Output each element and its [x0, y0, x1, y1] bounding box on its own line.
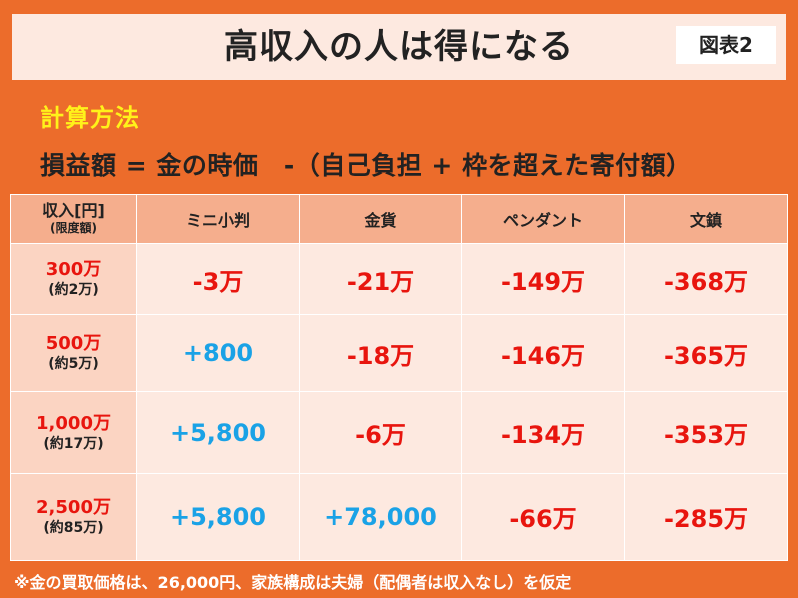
value-cell: -285万 — [624, 472, 788, 562]
column-header-gold-coin: 金貨 — [299, 194, 462, 244]
figure-label: 図表2 — [676, 26, 776, 64]
table-row: 1,000万 (約17万) +5,800 -6万 -134万 -353万 — [10, 391, 788, 474]
value-cell: +78,000 — [299, 472, 462, 562]
value-cell: -21万 — [299, 242, 462, 316]
title-bar: 高収入の人は得になる 図表2 — [12, 14, 786, 80]
limit-value: (約17万) — [43, 435, 104, 452]
limit-value: (約85万) — [43, 519, 104, 536]
column-header-pendant: ペンダント — [461, 194, 625, 244]
value-cell: -365万 — [624, 314, 788, 393]
value-cell: +5,800 — [136, 472, 300, 562]
value-cell: -66万 — [461, 472, 625, 562]
column-header-mini-koban: ミニ小判 — [136, 194, 300, 244]
column-header-paperweight: 文鎮 — [624, 194, 788, 244]
value-cell: -3万 — [136, 242, 300, 316]
row-header-main: 収入[円] — [42, 201, 105, 220]
limit-value: (約2万) — [48, 282, 99, 299]
method-label: 計算方法 — [40, 104, 140, 132]
income-cell: 300万 (約2万) — [10, 242, 137, 316]
value-cell: -134万 — [461, 391, 625, 474]
comparison-table-container: 収入[円] (限度額) ミニ小判 金貨 ペンダント 文鎮 300万 (約2万) … — [10, 194, 788, 562]
table-row: 500万 (約5万) +800 -18万 -146万 -365万 — [10, 314, 788, 393]
footnote: ※金の買取価格は、26,000円、家族構成は夫婦（配偶者は収入なし）を仮定 — [14, 573, 572, 592]
page-title: 高収入の人は得になる — [224, 27, 574, 67]
table-header-row: 収入[円] (限度額) ミニ小判 金貨 ペンダント 文鎮 — [10, 194, 788, 244]
value-cell: -368万 — [624, 242, 788, 316]
table-row: 300万 (約2万) -3万 -21万 -149万 -368万 — [10, 242, 788, 316]
income-cell: 1,000万 (約17万) — [10, 391, 137, 474]
table-row: 2,500万 (約85万) +5,800 +78,000 -66万 -285万 — [10, 472, 788, 562]
income-cell: 500万 (約5万) — [10, 314, 137, 393]
income-cell: 2,500万 (約85万) — [10, 472, 137, 562]
formula: 損益額 = 金の時価 -（自己負担 + 枠を超えた寄付額） — [40, 151, 692, 180]
value-cell: +800 — [136, 314, 300, 393]
row-header-label: 収入[円] (限度額) — [10, 194, 137, 244]
income-value: 500万 — [45, 333, 102, 355]
income-value: 300万 — [45, 259, 102, 281]
row-header-sub: (限度額) — [50, 221, 97, 235]
value-cell: -353万 — [624, 391, 788, 474]
value-cell: -6万 — [299, 391, 462, 474]
value-cell: -18万 — [299, 314, 462, 393]
income-value: 2,500万 — [36, 496, 111, 518]
comparison-table: 収入[円] (限度額) ミニ小判 金貨 ペンダント 文鎮 300万 (約2万) … — [10, 194, 788, 562]
income-value: 1,000万 — [36, 412, 111, 434]
value-cell: +5,800 — [136, 391, 300, 474]
value-cell: -149万 — [461, 242, 625, 316]
limit-value: (約5万) — [48, 356, 99, 373]
value-cell: -146万 — [461, 314, 625, 393]
